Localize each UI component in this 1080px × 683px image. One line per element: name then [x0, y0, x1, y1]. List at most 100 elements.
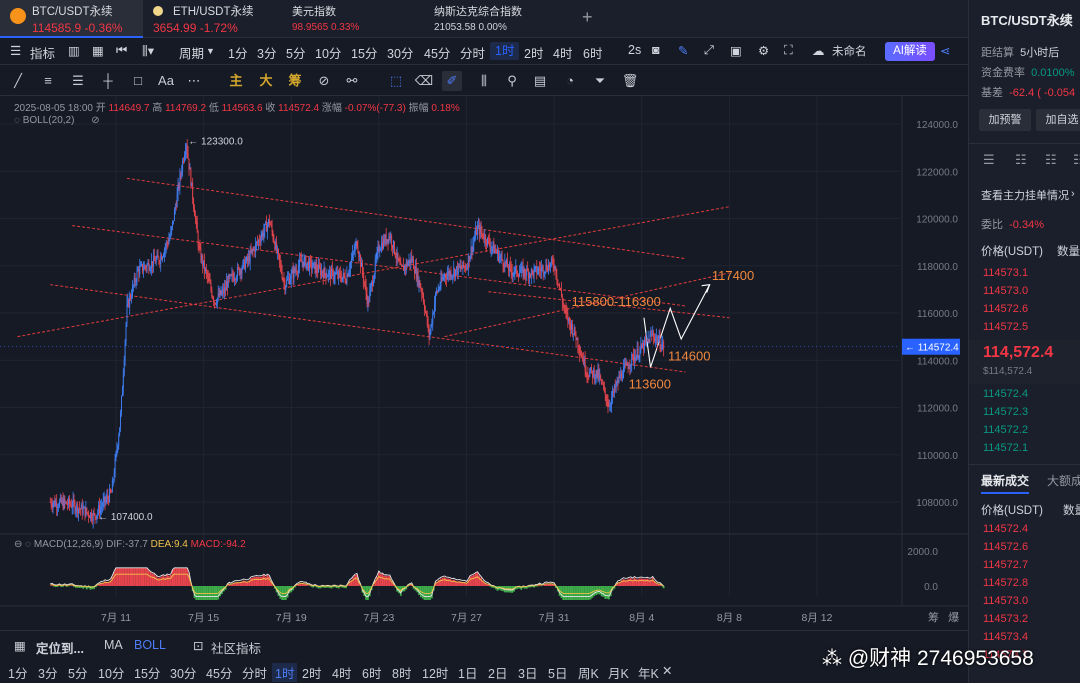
fullscreen-icon[interactable]: ⛶ [784, 43, 793, 57]
ask-price[interactable]: 114572.6 [983, 303, 1029, 315]
big-trades-tab[interactable]: 大额成 [1047, 474, 1080, 488]
bottom-interval[interactable]: 3日 [518, 667, 538, 681]
book-both-icon[interactable]: ☰ [983, 152, 995, 167]
interval-30m[interactable]: 30分 [387, 47, 414, 61]
interval-15m[interactable]: 15分 [351, 47, 378, 61]
cloud-icon[interactable]: ☁ [812, 44, 825, 58]
orderbook-link-arrow-icon[interactable]: › [1071, 188, 1075, 200]
tab-dxy[interactable]: 美元指数 98.9565 0.33% [284, 0, 424, 38]
lock-icon[interactable]: ⚲ [507, 73, 517, 88]
bottom-interval[interactable]: 分时 [242, 667, 268, 681]
bottom-interval[interactable]: 6时 [362, 667, 382, 681]
more-tools-icon[interactable]: ⋯ [187, 73, 201, 88]
tab-nasdaq[interactable]: 纳斯达克综合指数 21053.58 0.00% [426, 0, 576, 38]
bottom-interval[interactable]: 5日 [548, 667, 568, 681]
ai-analyze-button[interactable]: AI解读 [885, 42, 935, 61]
layout-icon[interactable]: ▥ [68, 44, 80, 58]
ask-price[interactable]: 114573.1 [983, 267, 1029, 279]
interval-timeshare[interactable]: 分时 [460, 47, 486, 61]
paint-icon[interactable]: ◔ [566, 73, 574, 88]
calendar-icon[interactable]: ▦ [14, 639, 26, 653]
chart-type-icon[interactable]: ⫼▾ [142, 44, 155, 58]
interval-45m[interactable]: 45分 [424, 47, 451, 61]
interval-4h[interactable]: 4时 [553, 47, 573, 61]
chips-tool[interactable]: 筹 [288, 73, 302, 88]
pencil-icon[interactable]: ✎ [678, 44, 689, 58]
interval-5m[interactable]: 5分 [286, 47, 306, 61]
interval-1m[interactable]: 1分 [228, 47, 248, 61]
bottom-interval[interactable]: 15分 [134, 667, 161, 681]
interval-2h[interactable]: 2时 [524, 47, 544, 61]
rect-tool-icon[interactable]: □ [134, 73, 142, 88]
add-alert-button[interactable]: 加预警 [979, 109, 1031, 131]
ruler-icon[interactable]: ⊘ [318, 73, 330, 88]
period-dropdown[interactable]: 周期 [179, 47, 205, 61]
bid-price[interactable]: 114572.1 [983, 442, 1029, 454]
bars-icon[interactable]: ⫼ [481, 73, 487, 88]
add-watchlist-button[interactable]: 加自选 [1036, 109, 1080, 131]
expand-icon[interactable]: ⤢ [704, 43, 715, 57]
bottom-interval[interactable]: 30分 [170, 667, 197, 681]
interval-10m[interactable]: 10分 [315, 47, 342, 61]
orderbook-link[interactable]: 查看主力挂单情况 [981, 190, 1069, 202]
large-tool[interactable]: 大 [259, 73, 273, 88]
bottom-interval[interactable]: 12时 [422, 667, 449, 681]
bid-price[interactable]: 114572.2 [983, 424, 1029, 436]
latest-trades-tab[interactable]: 最新成交 [981, 474, 1030, 488]
bottom-interval[interactable]: 45分 [206, 667, 233, 681]
image-icon[interactable]: ▣ [730, 44, 742, 58]
community-indicators[interactable]: 社区指标 [211, 642, 262, 656]
bottom-interval[interactable]: 2日 [488, 667, 508, 681]
indicator-button[interactable]: 指标 [30, 47, 56, 61]
eye-off-icon[interactable]: ⊘ [91, 115, 100, 126]
ray-tool-icon[interactable]: ┼ [103, 73, 113, 88]
chips-corner[interactable]: 筹 爆 [928, 609, 959, 625]
bottom-interval[interactable]: 3分 [38, 667, 58, 681]
filter-icon[interactable]: ⏷ [594, 73, 606, 88]
text-tool-icon[interactable]: Aa [158, 73, 174, 88]
interval-6h[interactable]: 6时 [583, 47, 603, 61]
bottom-interval[interactable]: 年K [638, 667, 659, 681]
boll-indicator[interactable]: ◌ BOLL(20,2) ⊘ [14, 115, 100, 126]
refresh-rate[interactable]: 2s [628, 43, 642, 57]
bottom-interval[interactable]: 8时 [392, 667, 412, 681]
replay-icon[interactable]: ⏮ [116, 43, 128, 57]
ask-price[interactable]: 114573.0 [983, 285, 1029, 297]
price-chart[interactable]: ← 123300.0 ← 107400.0 115800-116300 117400… [0, 96, 968, 630]
macd-collapse-icon[interactable]: ⊖ [14, 539, 23, 550]
locate-button[interactable]: 定位到... [36, 642, 84, 656]
interval-1h[interactable]: 1时 [490, 42, 520, 60]
line-tool-icon[interactable]: ╱ [14, 73, 22, 88]
book-ask-icon[interactable]: ☷ [1045, 152, 1057, 167]
magnet-icon[interactable]: ⚯ [346, 73, 358, 88]
ma-toggle[interactable]: MA [104, 638, 123, 652]
hline-tool-icon[interactable]: ≡ [44, 73, 52, 88]
indicator-menu-icon[interactable]: ☰ [10, 44, 22, 58]
bottom-interval[interactable]: 2时 [302, 667, 322, 681]
bottom-interval[interactable]: 10分 [98, 667, 125, 681]
camera-icon[interactable]: ◙ [652, 43, 660, 57]
close-icon[interactable]: ✕ [662, 664, 673, 678]
bid-price[interactable]: 114572.3 [983, 406, 1029, 418]
book-bid-icon[interactable]: ☷ [1015, 152, 1027, 167]
bottom-interval[interactable]: 1分 [8, 667, 28, 681]
trash-icon[interactable]: 🗑 [621, 73, 639, 88]
settings-icon[interactable]: ⚙ [758, 44, 770, 58]
chart-area[interactable]: ← 123300.0 ← 107400.0 115800-116300 117400… [0, 96, 968, 648]
bottom-interval[interactable]: 1时 [272, 663, 298, 682]
add-tab-icon[interactable]: + [582, 7, 593, 27]
bottom-interval[interactable]: 5分 [68, 667, 88, 681]
tab-eth[interactable]: ETH/USDT永续 3654.99 -1.72% [143, 0, 283, 38]
bottom-interval[interactable]: 周K [578, 667, 599, 681]
bottom-interval[interactable]: 1日 [458, 667, 478, 681]
brush-icon[interactable]: ✐ [442, 71, 462, 91]
bottom-interval[interactable]: 月K [608, 667, 629, 681]
bid-price[interactable]: 114572.4 [983, 388, 1029, 400]
channel-tool-icon[interactable]: ☰ [72, 73, 84, 88]
ask-price[interactable]: 114572.5 [983, 321, 1029, 333]
main-tool[interactable]: 主 [229, 73, 243, 88]
share-icon[interactable]: ⋖ [940, 44, 951, 58]
tab-btc[interactable]: BTC/USDT永续 114585.9 -0.36% [0, 0, 143, 38]
grid-icon[interactable]: ▦ [92, 44, 104, 58]
layout-name[interactable]: 未命名 [832, 46, 867, 58]
